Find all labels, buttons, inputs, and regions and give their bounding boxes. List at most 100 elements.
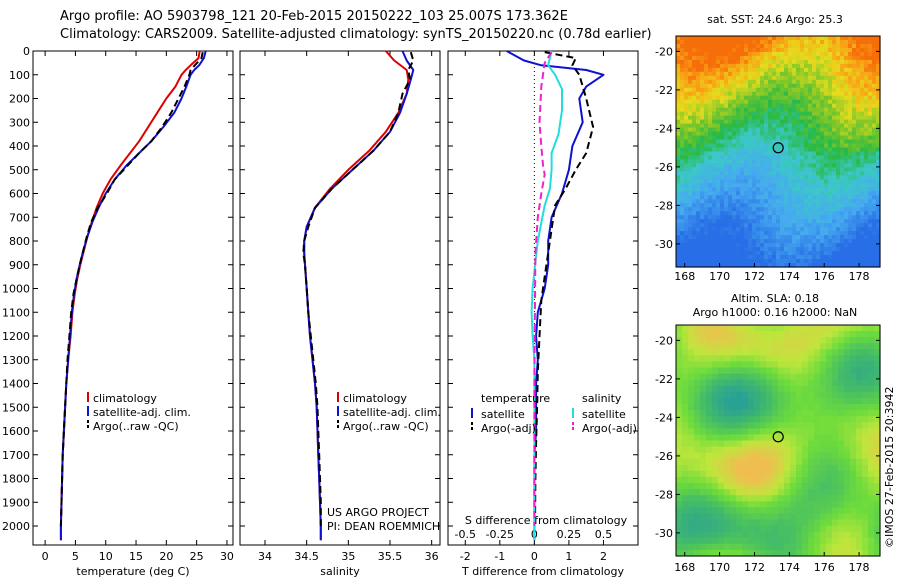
heatmap-cell [700, 183, 705, 188]
heatmap-cell [676, 211, 681, 216]
heatmap-cell [700, 219, 705, 224]
heatmap-cell [836, 91, 841, 97]
heatmap-cell [776, 39, 781, 45]
heatmap-cell [676, 373, 683, 381]
heatmap-cell [784, 259, 789, 264]
heatmap-cell [720, 51, 725, 57]
heatmap-cell [876, 223, 881, 228]
heatmap-cell [792, 203, 797, 208]
heatmap-cell [730, 331, 737, 338]
heatmap-cell [730, 355, 737, 363]
heatmap-cell [804, 203, 809, 208]
heatmap-cell [700, 361, 707, 369]
heatmap-cell [848, 171, 853, 176]
heatmap-cell [756, 71, 761, 77]
heatmap-cell [864, 67, 869, 73]
heatmap-cell [778, 464, 785, 472]
heatmap-cell [778, 367, 785, 375]
heatmap-cell [736, 495, 743, 502]
heatmap-cell [748, 397, 755, 405]
heatmap-cell [820, 179, 825, 184]
heatmap-cell [792, 59, 797, 65]
heatmap-cell [824, 263, 829, 268]
heatmap-cell [812, 135, 817, 141]
heatmap-cell [748, 59, 753, 65]
heatmap-cell [856, 391, 863, 399]
heatmap-cell [728, 235, 733, 240]
heatmap-cell [828, 39, 833, 45]
heatmap-cell [856, 434, 863, 442]
heatmap-cell [748, 195, 753, 200]
heatmap-cell [796, 159, 801, 165]
heatmap-cell [850, 397, 857, 405]
heatmap-cell [708, 147, 713, 153]
heatmap-cell [700, 239, 705, 244]
heatmap-cell [812, 36, 817, 41]
heatmap-cell [840, 47, 845, 53]
heatmap-cell [800, 63, 805, 69]
heatmap-cell [872, 67, 877, 73]
heatmap-cell [832, 458, 839, 466]
heatmap-cell [802, 470, 809, 478]
heatmap-cell [850, 452, 857, 460]
heatmap-cell [744, 211, 749, 216]
heatmap-cell [694, 428, 701, 436]
heatmap-cell [688, 247, 693, 252]
heatmap-cell [706, 361, 713, 369]
heatmap-cell [790, 537, 797, 545]
heatmap-cell [724, 67, 729, 73]
heatmap-cell [802, 519, 809, 527]
y-tick-label: 800 [9, 235, 30, 248]
heatmap-cell [844, 373, 851, 381]
heatmap-cell [862, 367, 869, 375]
heatmap-cell [788, 91, 793, 97]
heatmap-cell [728, 191, 733, 196]
heatmap-cell [700, 410, 707, 417]
heatmap-cell [766, 373, 773, 381]
heatmap-cell [852, 179, 857, 184]
heatmap-cell [802, 373, 809, 381]
heatmap-cell [772, 331, 779, 338]
heatmap-cell [772, 155, 777, 161]
heatmap-cell [860, 231, 865, 236]
heatmap-cell [860, 151, 865, 157]
heatmap-cell [856, 119, 861, 125]
heatmap-cell [824, 91, 829, 97]
heatmap-cell [840, 219, 845, 224]
heatmap-cell [808, 452, 815, 460]
heatmap-cell [848, 219, 853, 224]
heatmap-cell [776, 255, 781, 260]
heatmap-cell [784, 163, 789, 169]
heatmap-cell [676, 167, 681, 173]
heatmap-cell [814, 501, 821, 508]
heatmap-cell [800, 183, 805, 188]
heatmap-cell [814, 428, 821, 436]
heatmap-cell [760, 91, 765, 97]
heatmap-cell [808, 464, 815, 472]
heatmap-cell [764, 191, 769, 196]
heatmap-cell [744, 155, 749, 161]
heatmap-cell [838, 325, 845, 332]
heatmap-cell [768, 59, 773, 65]
heatmap-cell [700, 59, 705, 65]
heatmap-cell [728, 75, 733, 81]
heatmap-cell [860, 171, 865, 176]
heatmap-cell [814, 483, 821, 490]
heatmap-cell [700, 179, 705, 184]
heatmap-cell [704, 147, 709, 153]
y-tick-label: 200 [9, 93, 30, 106]
heatmap-cell [808, 203, 813, 208]
heatmap-cell [856, 513, 863, 521]
heatmap-cell [692, 43, 697, 49]
heatmap-cell [680, 183, 685, 188]
heatmap-cell [680, 159, 685, 165]
heatmap-cell [836, 247, 841, 252]
heatmap-cell [876, 247, 881, 252]
heatmap-cell [862, 507, 869, 515]
heatmap-cell [788, 36, 793, 41]
heatmap-cell [820, 355, 827, 363]
heatmap-cell [800, 75, 805, 81]
heatmap-cell [824, 47, 829, 53]
heatmap-cell [724, 103, 729, 109]
heatmap-cell [718, 391, 725, 399]
